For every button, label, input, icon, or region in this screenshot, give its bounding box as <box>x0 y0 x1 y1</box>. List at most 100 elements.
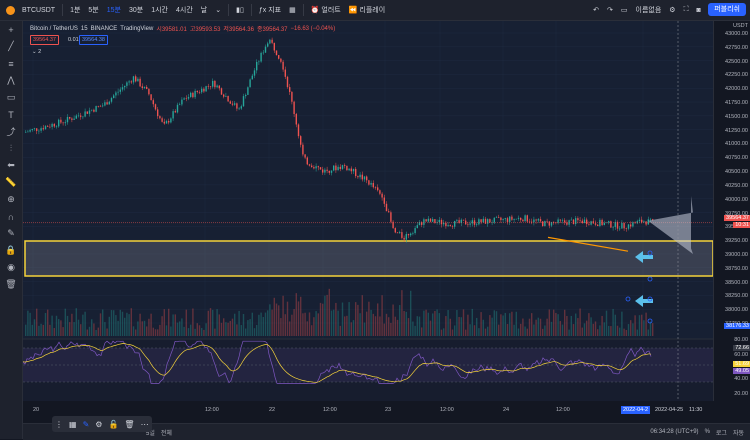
volume-bar <box>69 322 71 336</box>
volume-bar <box>77 319 80 336</box>
volume-bar <box>550 321 553 336</box>
interval-value: 15 <box>80 25 88 32</box>
symbol-search[interactable]: BTCUSDT <box>0 5 59 15</box>
price-tick: 41000.00 <box>725 141 748 148</box>
template-icon[interactable]: ▦ <box>69 419 77 429</box>
volume-bar <box>42 324 44 336</box>
interval-1h[interactable]: 1시간 <box>151 7 168 14</box>
candle-body <box>247 87 249 95</box>
volume-bar <box>33 319 36 336</box>
replay-button[interactable]: ⏪ 리플레이 <box>348 7 386 14</box>
trendline-icon[interactable]: ╱ <box>8 41 14 51</box>
interval-30m[interactable]: 30분 <box>128 7 144 14</box>
layout-icon[interactable]: ▭ <box>620 7 628 14</box>
interval-1m[interactable]: 1분 <box>70 7 81 14</box>
eye-icon[interactable]: ◉ <box>7 262 15 272</box>
interval-4h[interactable]: 4시간 <box>176 7 193 14</box>
log-button[interactable]: 로그 <box>715 430 727 437</box>
percent-button[interactable]: % <box>704 429 710 435</box>
clock-label[interactable]: 06:34:28 (UTC+9) <box>650 429 699 435</box>
pencil-lock-icon[interactable]: ✎ <box>7 228 15 238</box>
volume-bar <box>260 312 262 336</box>
interval-15m[interactable]: 15분 <box>106 7 121 14</box>
volume-bar <box>473 325 476 336</box>
volume-bar <box>544 325 546 336</box>
price-tick: 41500.00 <box>725 113 748 120</box>
candle-body <box>357 176 359 178</box>
redo-icon[interactable]: ↷ <box>607 7 613 14</box>
alert-button[interactable]: ⏰ 얼러트 <box>310 7 341 14</box>
candle-body <box>77 115 80 117</box>
layout-name[interactable]: 이름없음 <box>635 7 662 14</box>
gear-icon[interactable]: ⚙ <box>95 419 103 429</box>
candle-body <box>124 85 126 88</box>
crosshair-icon[interactable]: + <box>8 24 14 35</box>
ask-price[interactable]: 39564.38 <box>79 35 108 45</box>
trash-icon[interactable]: 🗑 <box>5 279 17 289</box>
candle-body <box>322 169 324 173</box>
candle-body <box>643 221 645 223</box>
brush-color-icon[interactable]: ✎ <box>82 419 90 429</box>
pattern-icon[interactable]: ⋀ <box>7 75 15 85</box>
indicators-button[interactable]: ƒx 지표 <box>258 7 282 14</box>
gear-icon[interactable]: ⚙ <box>669 7 676 14</box>
indicator-toggle[interactable]: ⌄ 2 <box>32 49 42 55</box>
fib-icon[interactable]: ≡ <box>8 58 14 69</box>
candle-body <box>412 233 414 234</box>
volume-bar <box>267 310 269 336</box>
candle-body <box>449 225 451 227</box>
price-axis[interactable]: USDT 43000.00 42750.00 42500.00 42250.00 420… <box>713 21 750 401</box>
auto-button[interactable]: 자동 <box>732 430 744 437</box>
candle-style-icon[interactable]: ▮▯ <box>236 7 244 14</box>
zoom-icon[interactable]: ⊕ <box>7 194 15 204</box>
volume-bar <box>423 310 425 336</box>
volume-bar <box>319 302 322 336</box>
candle-body <box>572 219 575 225</box>
candle-body <box>592 221 594 224</box>
fullscreen-icon[interactable]: ⛶ <box>683 6 689 13</box>
price-tick: 39250.00 <box>725 238 748 245</box>
volume-bar <box>234 313 236 336</box>
ruler-icon[interactable]: 📏 <box>5 177 17 187</box>
measure-icon[interactable]: ⫶ <box>9 143 13 153</box>
interval-5m[interactable]: 5분 <box>88 7 99 14</box>
forecast-icon[interactable]: ⤴ <box>6 127 16 137</box>
candle-body <box>346 165 348 171</box>
volume-bar <box>489 315 491 336</box>
main-chart[interactable] <box>23 21 713 401</box>
range-all-button[interactable]: 전체 <box>160 430 172 437</box>
more-icon[interactable]: ⋯ <box>140 419 149 429</box>
undo-icon[interactable]: ↶ <box>593 7 600 14</box>
interval-1d[interactable]: 날 <box>200 7 208 14</box>
bid-price[interactable]: 39564.37 <box>30 35 59 45</box>
drag-handle-icon[interactable]: ⋮ <box>55 419 63 429</box>
lock-icon[interactable]: 🔓 <box>108 419 119 429</box>
candle-body <box>370 182 372 185</box>
publish-button[interactable]: 퍼블리쉬 <box>708 3 746 16</box>
candle-body <box>44 126 47 130</box>
volume-bar <box>135 329 137 336</box>
text-icon[interactable]: T <box>8 109 14 120</box>
trash-icon[interactable]: 🗑 <box>124 419 135 429</box>
camera-icon[interactable]: ◙ <box>696 6 701 14</box>
rectangle-icon[interactable]: ▭ <box>6 92 16 102</box>
time-axis[interactable]: 20 12:00 22 12:00 23 12:00 24 12:00 2022… <box>23 406 713 417</box>
back-arrow-icon[interactable]: ⬅ <box>7 160 15 170</box>
volume-bar <box>517 328 520 336</box>
volume-bar <box>520 323 522 336</box>
volume-bar <box>603 322 605 336</box>
lock-icon[interactable]: 🔒 <box>5 245 17 255</box>
candle-body <box>383 197 385 204</box>
templates-icon[interactable]: ▦ <box>289 7 296 14</box>
range-5d-button[interactable]: 5일 <box>146 430 155 437</box>
candle-body <box>557 219 559 223</box>
volume-bar <box>97 327 99 336</box>
magnet-icon[interactable]: ∩ <box>7 211 15 222</box>
volume-bar <box>638 315 641 336</box>
candle-body <box>366 176 368 181</box>
candle-body <box>95 106 97 112</box>
chevron-down-icon[interactable]: ⌄ <box>215 7 222 14</box>
candle-body <box>337 166 339 171</box>
candle-body <box>84 111 86 117</box>
candle-body <box>401 232 403 238</box>
